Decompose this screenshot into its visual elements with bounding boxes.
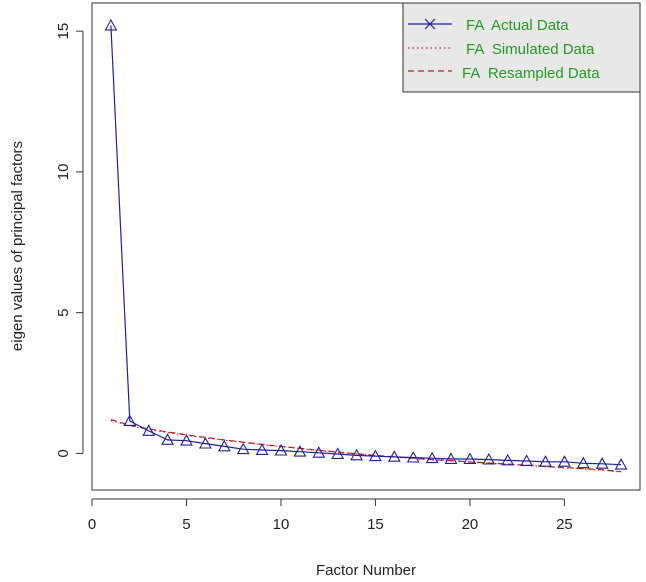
x-axis: 0 5 10 15 20 25: [88, 498, 573, 533]
x-tick-label: 25: [556, 516, 573, 533]
data-point-triangle: [198, 436, 212, 449]
data-point-triangle: [331, 447, 345, 459]
y-axis: 0 5 10 15: [55, 23, 84, 458]
series-layer: [104, 18, 628, 473]
series-line-actual: [110, 25, 622, 466]
legend-actual-label: FA Actual Data: [466, 17, 569, 34]
legend: FA Actual Data FA Simulated Data FA Resa…: [402, 2, 641, 93]
data-point-triangle: [614, 458, 628, 470]
data-point-triangle: [425, 451, 439, 464]
y-axis-title: eigen values of principal factors: [9, 141, 26, 351]
data-point-triangle: [520, 454, 534, 466]
data-point-triangle: [350, 448, 364, 461]
data-point-triangle: [387, 450, 401, 462]
series-line-simulated: [110, 419, 622, 473]
x-axis-title: Factor Number: [316, 562, 416, 579]
data-point-triangle: [274, 443, 288, 456]
data-point-triangle: [161, 433, 175, 445]
legend-actual-x-marker-icon: [424, 18, 436, 30]
data-point-triangle: [142, 424, 156, 436]
data-point-triangle: [368, 449, 382, 462]
data-point-triangle: [482, 452, 496, 465]
x-tick-label: 20: [462, 516, 479, 533]
x-tick-label: 5: [182, 516, 190, 533]
legend-box: [402, 2, 641, 93]
data-point-triangle: [123, 414, 137, 426]
data-point-triangle: [501, 453, 515, 466]
legend-simulated-label: FA Simulated Data: [466, 41, 595, 58]
data-point-triangle: [236, 442, 250, 455]
data-point-triangle: [576, 456, 590, 469]
x-tick-label: 15: [367, 516, 384, 533]
data-point-triangle: [539, 455, 552, 467]
plot-frame: [91, 2, 641, 491]
data-point-triangle: [444, 452, 458, 464]
y-tick-label: 15: [55, 23, 72, 40]
data-point-triangle: [255, 443, 269, 455]
legend-resampled-label: FA Resampled Data: [462, 65, 600, 82]
x-tick-label: 10: [273, 516, 290, 533]
data-point-triangle: [180, 434, 193, 446]
data-point-triangle: [104, 18, 118, 31]
data-point-triangle: [406, 450, 420, 463]
y-tick-label: 5: [55, 308, 72, 316]
data-point-triangle: [312, 446, 326, 458]
data-point-triangle: [293, 445, 307, 457]
y-tick-label: 0: [55, 449, 72, 457]
data-point-triangle: [557, 455, 571, 467]
data-point-triangle: [595, 457, 609, 469]
data-point-triangle: [463, 452, 477, 464]
x-tick-label: 0: [88, 516, 96, 533]
data-point-triangle: [217, 439, 231, 452]
y-tick-label: 10: [55, 164, 72, 181]
